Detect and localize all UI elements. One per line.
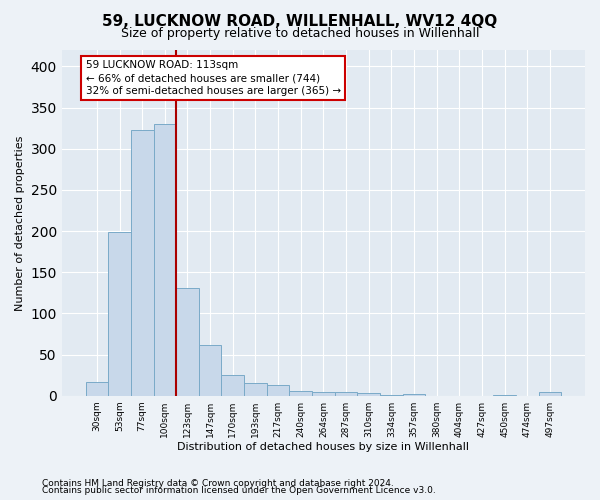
Bar bbox=[108, 232, 131, 396]
X-axis label: Distribution of detached houses by size in Willenhall: Distribution of detached houses by size … bbox=[178, 442, 469, 452]
Bar bbox=[493, 395, 516, 396]
Bar bbox=[154, 124, 176, 396]
Bar bbox=[539, 392, 561, 396]
Bar bbox=[244, 384, 267, 396]
Bar bbox=[312, 392, 335, 396]
Bar bbox=[358, 393, 380, 396]
Bar bbox=[221, 375, 244, 396]
Bar bbox=[403, 394, 425, 396]
Text: Contains HM Land Registry data © Crown copyright and database right 2024.: Contains HM Land Registry data © Crown c… bbox=[42, 478, 394, 488]
Text: 59, LUCKNOW ROAD, WILLENHALL, WV12 4QQ: 59, LUCKNOW ROAD, WILLENHALL, WV12 4QQ bbox=[103, 14, 497, 29]
Bar bbox=[199, 346, 221, 396]
Text: 59 LUCKNOW ROAD: 113sqm
← 66% of detached houses are smaller (744)
32% of semi-d: 59 LUCKNOW ROAD: 113sqm ← 66% of detache… bbox=[86, 60, 341, 96]
Text: Size of property relative to detached houses in Willenhall: Size of property relative to detached ho… bbox=[121, 28, 479, 40]
Y-axis label: Number of detached properties: Number of detached properties bbox=[15, 135, 25, 310]
Bar bbox=[289, 391, 312, 396]
Bar bbox=[176, 288, 199, 396]
Bar bbox=[131, 130, 154, 396]
Bar bbox=[267, 385, 289, 396]
Bar bbox=[335, 392, 358, 396]
Bar bbox=[380, 395, 403, 396]
Bar bbox=[86, 382, 108, 396]
Text: Contains public sector information licensed under the Open Government Licence v3: Contains public sector information licen… bbox=[42, 486, 436, 495]
